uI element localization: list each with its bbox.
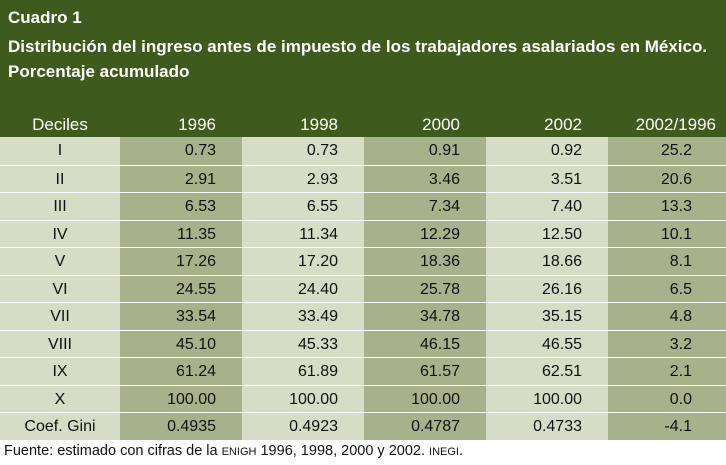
table-cell: 100.00 bbox=[120, 384, 242, 412]
column-header-deciles: Deciles bbox=[32, 115, 88, 134]
table-cell: 13.3 bbox=[608, 192, 726, 220]
table-row: IV 11.35 11.34 12.29 12.50 10.1 bbox=[0, 219, 726, 247]
table-cell: 100.00 bbox=[242, 384, 364, 412]
column-header-2000: 2000 bbox=[422, 115, 460, 134]
column-headers: Deciles 1996 1998 2000 2002 2002/1996 bbox=[0, 112, 726, 137]
row-label: X bbox=[0, 384, 120, 412]
table-row: IX 61.24 61.89 61.57 62.51 2.1 bbox=[0, 357, 726, 385]
row-label: IX bbox=[0, 357, 120, 385]
table-cell: 0.4923 bbox=[242, 412, 364, 440]
table-cell: 2.1 bbox=[608, 357, 726, 385]
table-header-band: Cuadro 1 Distribución del ingreso antes … bbox=[0, 0, 726, 137]
table-row: VII 33.54 33.49 34.78 35.15 4.8 bbox=[0, 302, 726, 330]
table-cell: 61.89 bbox=[242, 357, 364, 385]
table-cell: 12.29 bbox=[364, 219, 486, 247]
table-cell: 6.55 bbox=[242, 192, 364, 220]
table-cell: 45.33 bbox=[242, 329, 364, 357]
table-cell: 3.2 bbox=[608, 329, 726, 357]
row-label: VI bbox=[0, 274, 120, 302]
footnote-enigh: ENIGH bbox=[221, 446, 257, 458]
row-label: IV bbox=[0, 219, 120, 247]
table-cell: 2.91 bbox=[120, 164, 242, 192]
table-cell: 11.35 bbox=[120, 219, 242, 247]
table-row: Coef. Gini 0.4935 0.4923 0.4787 0.4733 -4.1 bbox=[0, 412, 726, 440]
table-cell: 35.15 bbox=[486, 302, 608, 330]
footnote-prefix: Fuente: estimado con cifras de la bbox=[4, 443, 222, 459]
table-cell: 0.92 bbox=[486, 137, 608, 165]
table-cell: -4.1 bbox=[608, 412, 726, 440]
table-cell: 33.54 bbox=[120, 302, 242, 330]
table-cell: 6.53 bbox=[120, 192, 242, 220]
table-cell: 45.10 bbox=[120, 329, 242, 357]
table-cell: 61.57 bbox=[364, 357, 486, 385]
row-label: Coef. Gini bbox=[0, 412, 120, 440]
table-cell: 17.26 bbox=[120, 247, 242, 275]
table-cell: 10.1 bbox=[608, 219, 726, 247]
table-cell: 12.50 bbox=[486, 219, 608, 247]
table-cell: 20.6 bbox=[608, 164, 726, 192]
row-label: V bbox=[0, 247, 120, 275]
table-row: I 0.73 0.73 0.91 0.92 25.2 bbox=[0, 137, 726, 165]
table-title: Cuadro 1 bbox=[8, 8, 82, 27]
table-cell: 17.20 bbox=[242, 247, 364, 275]
table-cell: 33.49 bbox=[242, 302, 364, 330]
table-cell: 8.1 bbox=[608, 247, 726, 275]
table-subtitle: Distribución del ingreso antes de impues… bbox=[8, 37, 708, 81]
column-header-1998: 1998 bbox=[300, 115, 338, 134]
table-cell: 61.24 bbox=[120, 357, 242, 385]
table-cell: 7.34 bbox=[364, 192, 486, 220]
table-cell: 46.15 bbox=[364, 329, 486, 357]
table-cell: 26.16 bbox=[486, 274, 608, 302]
table-cell: 25.2 bbox=[608, 137, 726, 165]
column-header-1996: 1996 bbox=[178, 115, 216, 134]
footnote-suffix: . bbox=[458, 443, 463, 459]
table-cell: 4.8 bbox=[608, 302, 726, 330]
table-cell: 2.93 bbox=[242, 164, 364, 192]
table-cell: 0.73 bbox=[242, 137, 364, 165]
row-label: VIII bbox=[0, 329, 120, 357]
table-row: VIII 45.10 45.33 46.15 46.55 3.2 bbox=[0, 329, 726, 357]
table-cell: 6.5 bbox=[608, 274, 726, 302]
table-cell: 24.40 bbox=[242, 274, 364, 302]
row-label: II bbox=[0, 164, 120, 192]
table-cell: 25.78 bbox=[364, 274, 486, 302]
table-row: II 2.91 2.93 3.46 3.51 20.6 bbox=[0, 164, 726, 192]
table-cell: 11.34 bbox=[242, 219, 364, 247]
table-cell: 3.51 bbox=[486, 164, 608, 192]
table-cell: 62.51 bbox=[486, 357, 608, 385]
table-cell: 0.4787 bbox=[364, 412, 486, 440]
table-cell: 3.46 bbox=[364, 164, 486, 192]
row-label: III bbox=[0, 192, 120, 220]
row-label: VII bbox=[0, 302, 120, 330]
table-body: I 0.73 0.73 0.91 0.92 25.2 II 2.91 2.93 3.46 3.51 2… bbox=[0, 137, 726, 440]
table-cell: 24.55 bbox=[120, 274, 242, 302]
table-row: X 100.00 100.00 100.00 100.00 0.0 bbox=[0, 384, 726, 412]
row-label: I bbox=[0, 137, 120, 165]
table-cell: 0.4733 bbox=[486, 412, 608, 440]
table-cell: 0.0 bbox=[608, 384, 726, 412]
table-row: VI 24.55 24.40 25.78 26.16 6.5 bbox=[0, 274, 726, 302]
footnote-middle: 1996, 1998, 2000 y 2002. bbox=[256, 443, 430, 459]
column-header-ratio: 2002/1996 bbox=[635, 115, 716, 134]
table-cell: 46.55 bbox=[486, 329, 608, 357]
table-cell: 100.00 bbox=[364, 384, 486, 412]
table-cell: 34.78 bbox=[364, 302, 486, 330]
table-row: III 6.53 6.55 7.34 7.40 13.3 bbox=[0, 192, 726, 220]
column-header-2002: 2002 bbox=[544, 115, 582, 134]
footnote: Fuente: estimado con cifras de la ENIGH … bbox=[4, 443, 463, 459]
table-cell: 7.40 bbox=[486, 192, 608, 220]
table-cell: 0.91 bbox=[364, 137, 486, 165]
table-cell: 18.66 bbox=[486, 247, 608, 275]
table-row: V 17.26 17.20 18.36 18.66 8.1 bbox=[0, 247, 726, 275]
table-cell: 18.36 bbox=[364, 247, 486, 275]
table-cell: 0.4935 bbox=[120, 412, 242, 440]
table-cell: 100.00 bbox=[486, 384, 608, 412]
table-cell: 0.73 bbox=[120, 137, 242, 165]
footnote-inegi: INEGI bbox=[429, 446, 459, 458]
